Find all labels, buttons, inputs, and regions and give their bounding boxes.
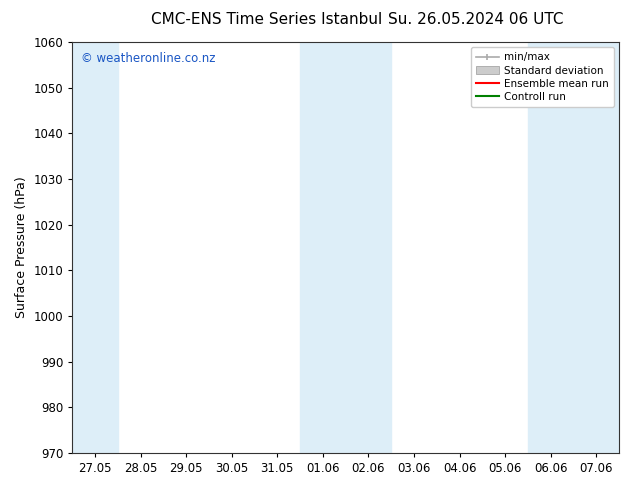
Bar [528, 42, 619, 453]
Bar [300, 42, 391, 453]
Text: © weatheronline.co.nz: © weatheronline.co.nz [81, 52, 215, 65]
Text: Su. 26.05.2024 06 UTC: Su. 26.05.2024 06 UTC [388, 12, 563, 27]
Y-axis label: Surface Pressure (hPa): Surface Pressure (hPa) [15, 176, 28, 318]
Legend: min/max, Standard deviation, Ensemble mean run, Controll run: min/max, Standard deviation, Ensemble me… [470, 47, 614, 107]
Bar [72, 42, 118, 453]
Text: CMC-ENS Time Series Istanbul: CMC-ENS Time Series Istanbul [151, 12, 382, 27]
